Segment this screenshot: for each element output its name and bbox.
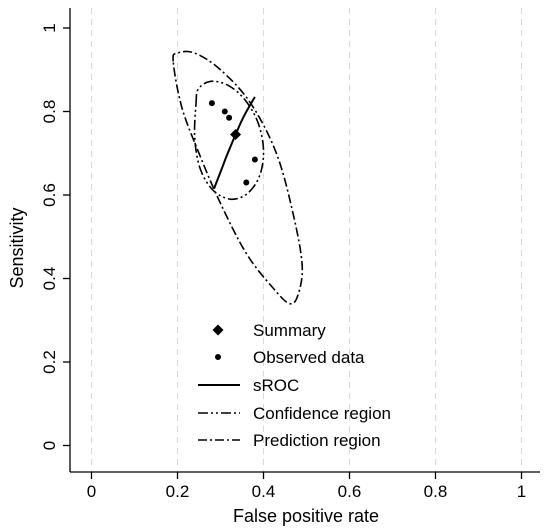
observed-point-3: [251, 156, 258, 163]
y-tick-label-2: 0.4: [40, 267, 59, 291]
legend-item-prediction_region: Prediction region: [198, 431, 381, 450]
legend-label-confidence-region: Confidence region: [253, 404, 391, 423]
sroc-line: [213, 96, 256, 190]
legend-label-observed: Observed data: [253, 348, 365, 367]
y-tick-label-4: 0.8: [40, 100, 59, 124]
confidence-region-line: [193, 80, 265, 201]
x-tick-label-1: 0.2: [166, 482, 190, 501]
series: [172, 50, 304, 305]
legend-item-sroc: sROC: [198, 376, 299, 395]
prediction-region-line: [172, 50, 304, 305]
legend-label-sroc: sROC: [253, 376, 299, 395]
observed-point-4: [243, 179, 250, 186]
x-axis-title: False positive rate: [233, 506, 379, 526]
legend-item-confidence_region: Confidence region: [198, 404, 391, 423]
legend-label-summary: Summary: [253, 321, 326, 340]
observed-point-0: [208, 100, 215, 107]
legend: Summary Observed data sROC Confidence regio…: [198, 321, 391, 450]
legend-label-prediction-region: Prediction region: [253, 431, 381, 450]
legend-item-summary: Summary: [212, 321, 326, 340]
legend-item-observed: Observed data: [215, 348, 365, 367]
observed-points: [208, 100, 258, 186]
x-ticks: 0 0.2 0.4 0.6 0.8 1: [87, 472, 526, 501]
x-tick-label-4: 0.8: [424, 482, 448, 501]
legend-summary-symbol: [212, 324, 224, 336]
y-tick-label-5: 1: [40, 23, 59, 32]
x-tick-label-5: 1: [517, 482, 526, 501]
x-tick-label-3: 0.6: [338, 482, 362, 501]
y-tick-label-0: 0: [40, 441, 59, 450]
y-axis-title: Sensitivity: [7, 207, 27, 288]
y-ticks: 0 0.2 0.4 0.6 0.8 1: [40, 23, 70, 450]
observed-point-1: [221, 108, 228, 115]
y-tick-label-1: 0.2: [40, 350, 59, 374]
summary-point: [230, 128, 242, 140]
legend-observed-symbol: [215, 354, 221, 360]
observed-point-2: [226, 114, 233, 121]
y-tick-label-3: 0.6: [40, 183, 59, 207]
x-tick-label-2: 0.4: [252, 482, 276, 501]
axes: [69, 8, 540, 473]
x-tick-label-0: 0: [87, 482, 96, 501]
grid: [91, 8, 522, 472]
